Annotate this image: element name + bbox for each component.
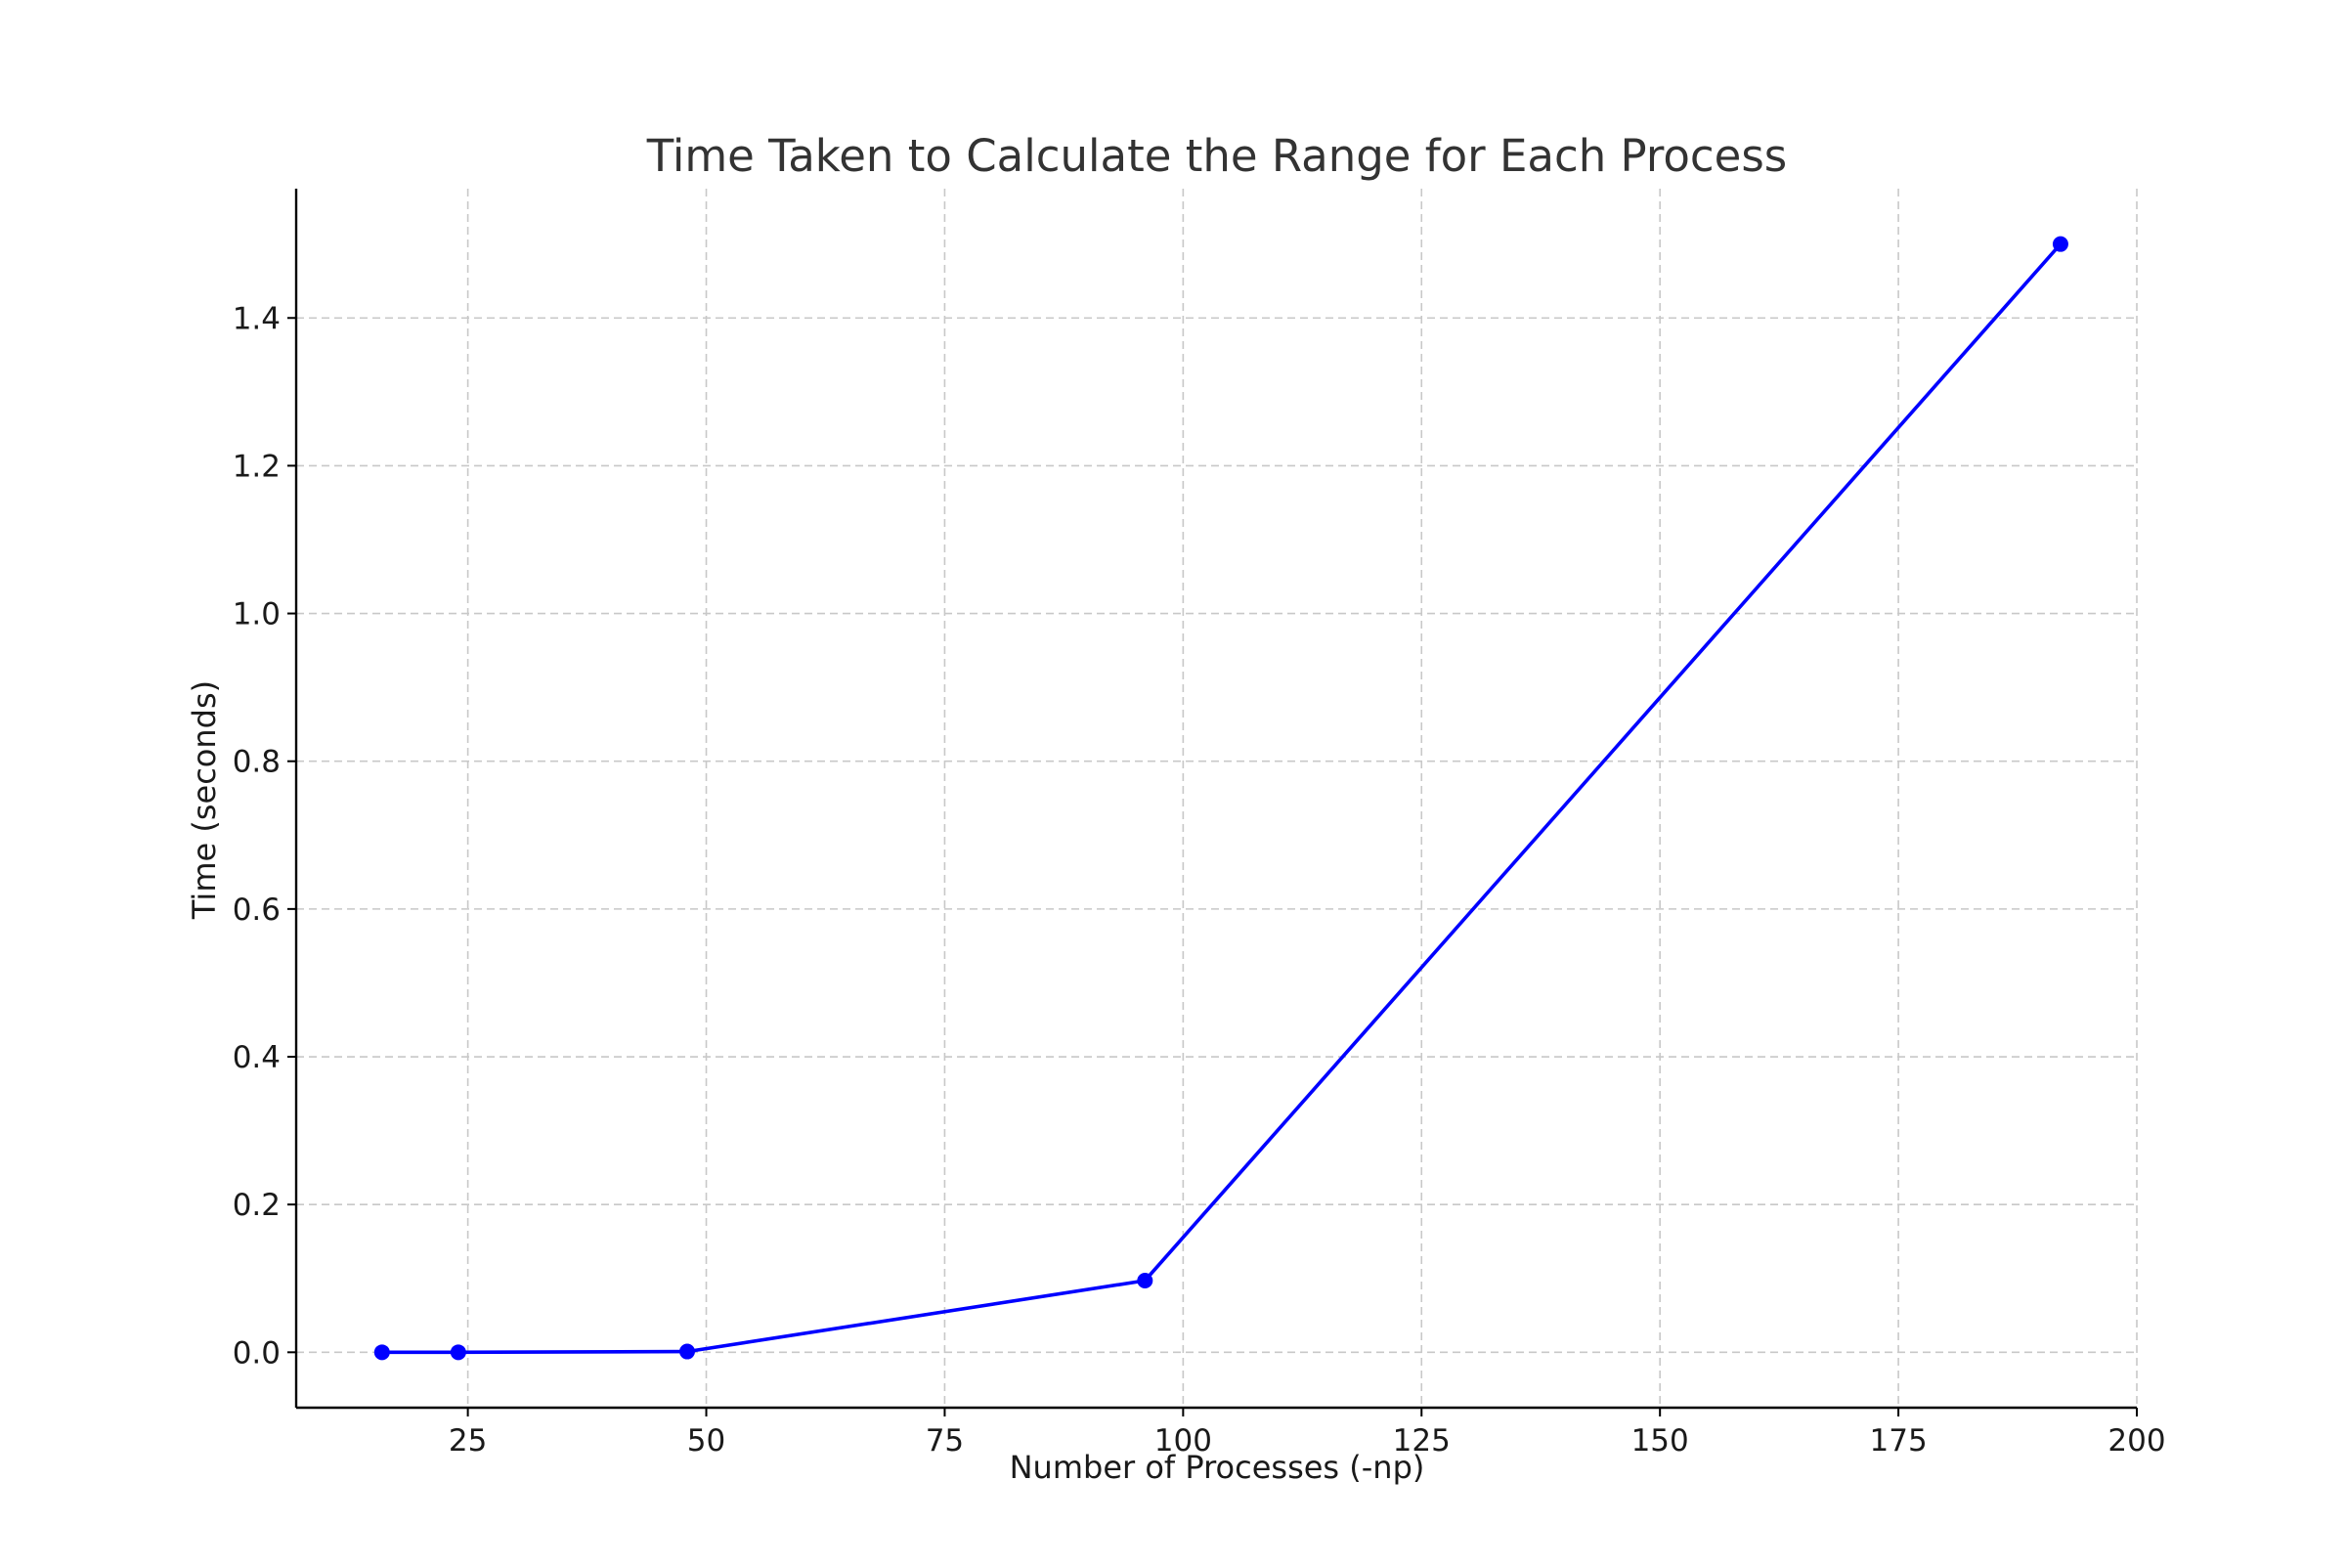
y-tick-label: 0.4 xyxy=(233,1040,281,1075)
x-tick-label: 125 xyxy=(1393,1423,1451,1459)
y-tick-label: 0.0 xyxy=(233,1335,281,1371)
x-tick-label: 100 xyxy=(1154,1423,1212,1459)
data-point xyxy=(373,1344,390,1361)
y-tick-label: 0.8 xyxy=(233,745,281,780)
y-tick-label: 0.6 xyxy=(233,893,281,928)
data-point xyxy=(450,1344,466,1361)
data-point xyxy=(679,1343,696,1360)
data-point xyxy=(2052,236,2068,252)
series-line xyxy=(381,242,2063,1355)
data-point xyxy=(1137,1273,1153,1289)
y-tick-label: 1.2 xyxy=(233,449,281,484)
series-layer xyxy=(373,236,2068,1361)
x-tick-label: 50 xyxy=(687,1423,725,1459)
axes: 25 50 75 100 125 150 175 200 0.0 0.2 0.4 0.6 0.8 1.0 1… xyxy=(233,189,2166,1459)
y-tick-label: 1.0 xyxy=(233,597,281,632)
x-tick-label: 200 xyxy=(2107,1423,2165,1459)
y-axis-label: Time (seconds) xyxy=(186,680,223,920)
x-axis-label: Number of Processes (-np) xyxy=(1010,1449,1425,1486)
x-tick-label: 175 xyxy=(1870,1423,1928,1459)
x-tick-label: 75 xyxy=(926,1423,964,1459)
x-tick-label: 150 xyxy=(1631,1423,1689,1459)
grid xyxy=(296,189,2138,1408)
x-tick-label: 25 xyxy=(449,1423,487,1459)
y-tick-label: 0.2 xyxy=(233,1188,281,1223)
y-tick-label: 1.4 xyxy=(233,301,281,336)
chart-title: Time Taken to Calculate the Range for Ea… xyxy=(646,130,1788,182)
